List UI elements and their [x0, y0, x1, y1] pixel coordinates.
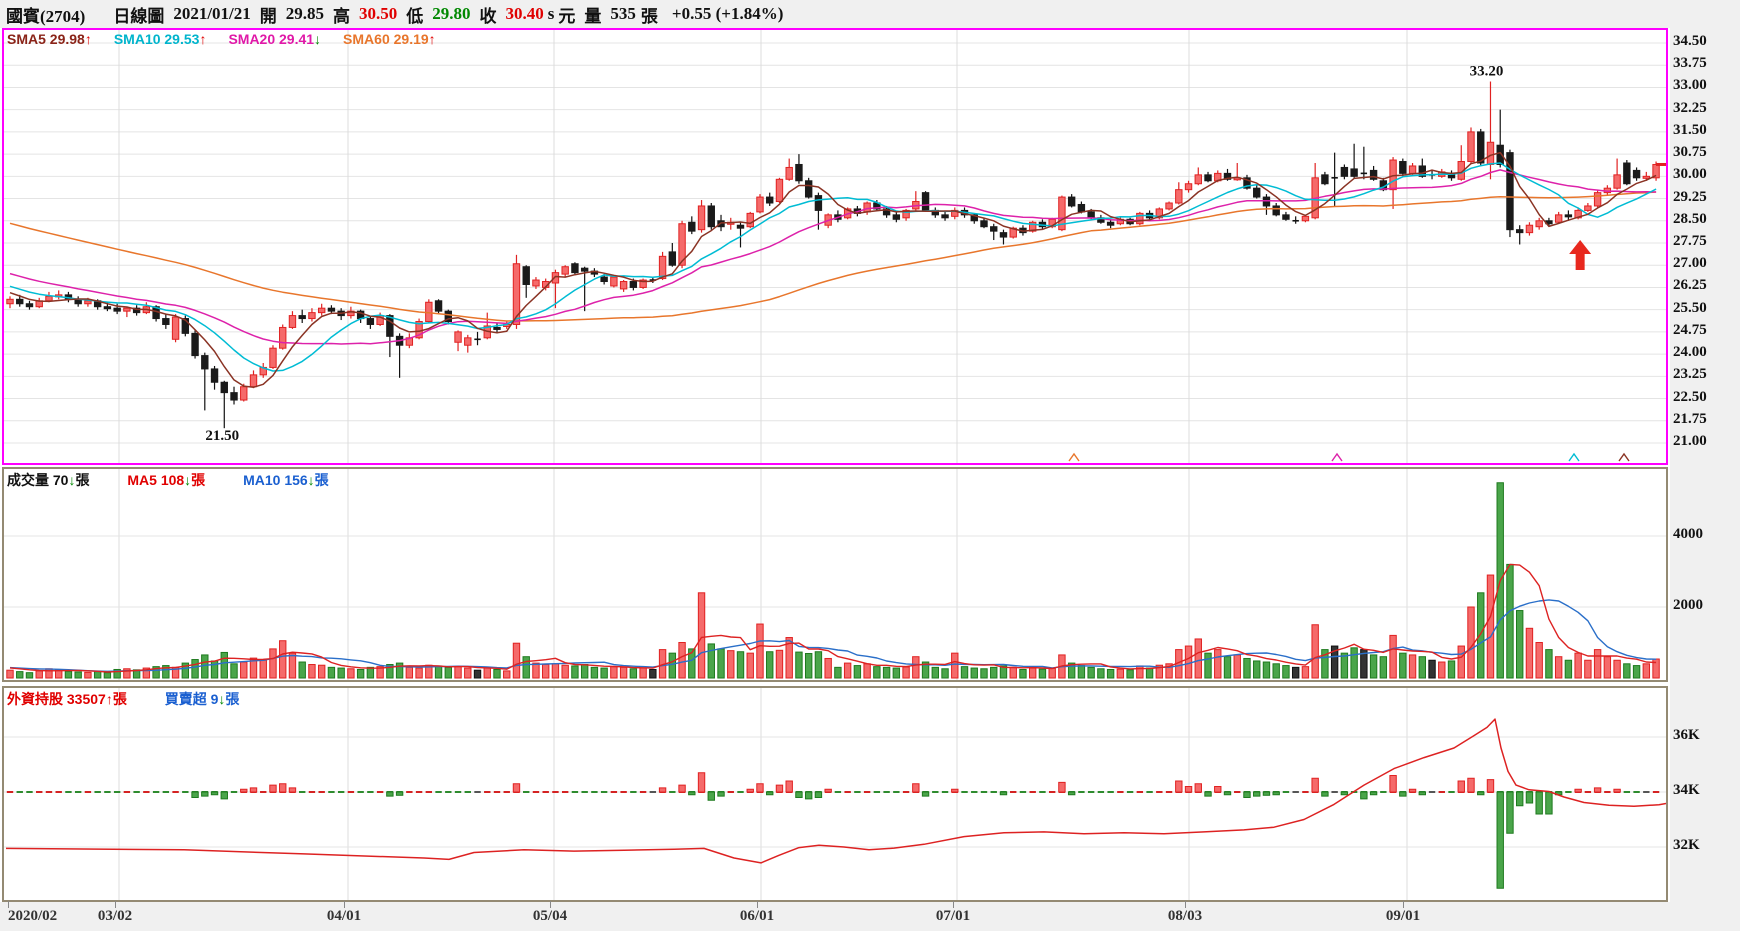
price-axis-label: 31.50 — [1673, 121, 1707, 138]
price-axis-label: 30.00 — [1673, 166, 1707, 183]
price-axis-label: 21.00 — [1673, 432, 1707, 449]
x-axis-tick — [550, 901, 551, 908]
price-axis-label: 32.25 — [1673, 99, 1707, 116]
vol-ma10-arrow-icon: ↓ — [307, 472, 315, 488]
sma-legend-sma5[interactable]: SMA5 29.98↑ — [7, 31, 92, 47]
volume-day-value: 70 — [52, 472, 69, 488]
title-bar: 國賓(2704) 日線圖 2021/01/21 開 29.85 高 30.50 … — [0, 0, 1740, 28]
price-axis-label: 25.50 — [1673, 299, 1707, 316]
volume-axis-label: 2000 — [1673, 597, 1703, 613]
price-axis-label: 24.00 — [1673, 344, 1707, 361]
price-panel: 33.20 21.50 SMA5 29.98↑ SMA10 29.53↑ SMA20 … — [2, 28, 1668, 465]
change-value: +0.55 (+1.84%) — [671, 4, 784, 23]
price-axis-label: 21.75 — [1673, 410, 1707, 427]
volume-unit: 張 — [640, 6, 658, 26]
volume-chart-canvas[interactable] — [4, 469, 1666, 680]
x-axis-strip — [0, 902, 1740, 931]
vol-ma10-unit: 張 — [314, 472, 329, 488]
vol-ma5-arrow-icon: ↓ — [184, 472, 192, 488]
price-axis-label: 30.75 — [1673, 144, 1707, 161]
x-axis-tick — [115, 901, 116, 908]
high-value: 30.50 — [359, 4, 398, 23]
low-value: 29.80 — [432, 4, 471, 23]
price-chart-canvas[interactable]: 33.20 21.50 — [4, 30, 1666, 463]
sma-legend-sma20[interactable]: SMA20 29.41↓ — [228, 31, 322, 47]
price-axis-label: 24.75 — [1673, 321, 1707, 338]
price-axis-label: 33.00 — [1673, 77, 1707, 94]
close-suffix: s — [547, 4, 555, 23]
x-axis-label: 06/01 — [739, 908, 775, 924]
vol-ma5-unit: 張 — [191, 472, 206, 488]
x-axis-tick — [344, 901, 345, 908]
x-axis-tick — [1403, 901, 1404, 908]
svg-text:33.20: 33.20 — [1470, 64, 1504, 80]
volume-arrow-icon: ↓ — [68, 472, 76, 488]
close-label: 收 — [479, 6, 497, 26]
volume-value: 535 — [610, 4, 636, 23]
x-axis-tick — [757, 901, 758, 908]
foreign-unit: 張 — [112, 691, 127, 707]
vol-ma10-label[interactable]: MA10 — [243, 472, 281, 488]
vol-ma5-label[interactable]: MA5 — [127, 472, 157, 488]
volume-unit-label: 張 — [75, 472, 90, 488]
price-axis-label: 22.50 — [1673, 388, 1707, 405]
close-value: 30.40 — [505, 4, 544, 23]
sma-legend-sma60[interactable]: SMA60 29.19↑ — [343, 31, 436, 47]
foreign-pane-header: 外資持股 33507↑張 買賣超 9↓張 — [7, 689, 273, 709]
volume-title: 成交量 — [7, 472, 49, 488]
date-label: 2021/01/21 — [173, 4, 251, 23]
foreign-chart-canvas[interactable] — [4, 688, 1666, 900]
x-axis-label: 09/01 — [1385, 908, 1421, 924]
low-label: 低 — [406, 6, 424, 26]
price-axis-label: 28.50 — [1673, 210, 1707, 227]
svg-text:21.50: 21.50 — [205, 428, 239, 444]
x-axis-label: 05/04 — [532, 908, 568, 924]
x-axis-tick — [8, 901, 9, 908]
netbuy-arrow-icon: ↓ — [218, 691, 226, 707]
foreign-title[interactable]: 外資持股 — [7, 691, 63, 707]
volume-panel: 成交量 70↓張 MA5 108↓張 MA10 156↓張 — [2, 467, 1668, 682]
holdings-axis-label: 36K — [1673, 727, 1700, 743]
netbuy-value: 9 — [210, 691, 219, 707]
price-axis-label: 23.25 — [1673, 366, 1707, 383]
vol-ma10-value: 156 — [284, 472, 308, 488]
netbuy-label[interactable]: 買賣超 — [164, 691, 207, 707]
price-axis-label: 34.50 — [1673, 33, 1707, 49]
open-label: 開 — [259, 6, 277, 26]
stock-name: 國賓(2704) — [6, 6, 86, 26]
y-axis-strip — [1670, 0, 1740, 931]
x-axis-label: 2020/02 — [8, 908, 58, 924]
price-axis-label: 27.75 — [1673, 232, 1707, 249]
sma-legend: SMA5 29.98↑ SMA10 29.53↑ SMA20 29.41↓ SMA60… — [7, 31, 458, 47]
vol-ma5-value: 108 — [160, 472, 185, 488]
price-axis-label: 27.00 — [1673, 255, 1707, 272]
volume-pane-header: 成交量 70↓張 MA5 108↓張 MA10 156↓張 — [7, 470, 363, 490]
high-label: 高 — [333, 6, 351, 26]
volume-axis-label: 4000 — [1673, 526, 1703, 542]
holdings-axis-label: 32K — [1673, 837, 1700, 853]
foreign-holdings-panel: 外資持股 33507↑張 買賣超 9↓張 — [2, 686, 1668, 902]
holdings-axis-label: 34K — [1673, 782, 1700, 798]
unit-label: 元 — [558, 6, 576, 26]
foreign-arrow-icon: ↑ — [105, 691, 113, 707]
open-value: 29.85 — [285, 4, 325, 23]
foreign-value: 33507 — [66, 691, 106, 707]
price-axis-label: 29.25 — [1673, 188, 1707, 205]
price-axis-label: 33.75 — [1673, 55, 1707, 72]
x-axis-label: 03/02 — [97, 908, 133, 924]
netbuy-unit: 張 — [225, 691, 240, 707]
volume-label: 量 — [584, 6, 602, 26]
chart-type-label[interactable]: 日線圖 — [113, 6, 165, 26]
x-axis-label: 08/03 — [1167, 908, 1203, 924]
price-axis-label: 26.25 — [1673, 277, 1707, 294]
sma-legend-sma10[interactable]: SMA10 29.53↑ — [113, 31, 207, 47]
x-axis-tick — [953, 901, 954, 908]
x-axis-label: 04/01 — [326, 908, 362, 924]
x-axis-label: 07/01 — [935, 908, 971, 924]
x-axis-tick — [1185, 901, 1186, 908]
